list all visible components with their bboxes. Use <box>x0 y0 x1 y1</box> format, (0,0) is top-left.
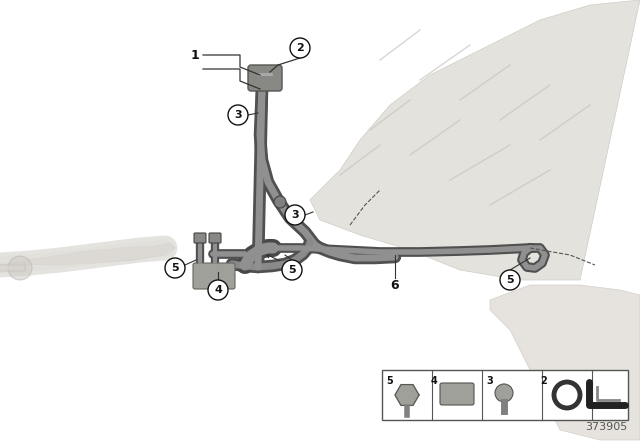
Text: 3: 3 <box>291 210 299 220</box>
Bar <box>382 370 628 420</box>
Polygon shape <box>395 384 419 405</box>
Text: 4: 4 <box>214 285 222 295</box>
FancyBboxPatch shape <box>193 263 235 289</box>
Text: 6: 6 <box>390 279 399 292</box>
Text: 3: 3 <box>486 376 493 386</box>
Circle shape <box>285 205 305 225</box>
Text: 2: 2 <box>296 43 304 53</box>
Circle shape <box>165 258 185 278</box>
FancyBboxPatch shape <box>440 383 474 405</box>
FancyBboxPatch shape <box>194 233 206 243</box>
Polygon shape <box>0 243 175 265</box>
FancyBboxPatch shape <box>209 233 221 243</box>
Text: 5: 5 <box>171 263 179 273</box>
Circle shape <box>8 256 32 280</box>
Polygon shape <box>490 285 640 440</box>
Text: 1: 1 <box>191 48 200 61</box>
Circle shape <box>282 260 302 280</box>
Polygon shape <box>310 0 640 280</box>
Text: 373905: 373905 <box>585 422 627 432</box>
Circle shape <box>290 38 310 58</box>
FancyBboxPatch shape <box>248 65 282 91</box>
Text: 5: 5 <box>387 376 394 386</box>
Circle shape <box>554 382 580 408</box>
Text: 4: 4 <box>431 376 437 386</box>
Text: 5: 5 <box>288 265 296 275</box>
Circle shape <box>208 280 228 300</box>
Text: 3: 3 <box>234 110 242 120</box>
Text: 2: 2 <box>541 376 547 386</box>
Circle shape <box>495 384 513 402</box>
Circle shape <box>500 270 520 290</box>
Circle shape <box>228 105 248 125</box>
Text: 5: 5 <box>506 275 514 285</box>
Circle shape <box>274 196 286 208</box>
